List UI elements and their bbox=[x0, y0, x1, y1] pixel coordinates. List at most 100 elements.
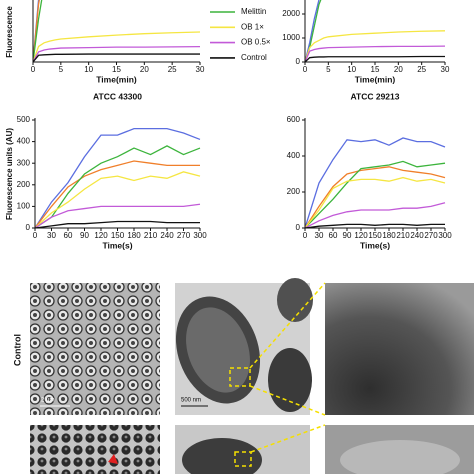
x-tick-label: 0 bbox=[303, 231, 308, 240]
legend-label: Melittin bbox=[241, 7, 266, 16]
series-line bbox=[35, 145, 201, 228]
x-tick-label: 0 bbox=[303, 65, 308, 74]
series-line bbox=[35, 171, 201, 228]
scale-label: 2 μm bbox=[41, 398, 54, 404]
series-line bbox=[305, 0, 320, 62]
series-line bbox=[33, 0, 43, 62]
series-line bbox=[33, 53, 200, 62]
x-tick-label: 180 bbox=[127, 231, 141, 240]
x-tick-label: 25 bbox=[168, 65, 177, 74]
series-line bbox=[305, 0, 322, 62]
y-tick-label: 200 bbox=[17, 180, 31, 189]
series-line bbox=[305, 176, 446, 228]
zoom-detail bbox=[340, 440, 460, 474]
x-tick-label: 300 bbox=[193, 231, 207, 240]
x-tick-label: 150 bbox=[368, 231, 382, 240]
x-tick-label: 15 bbox=[371, 65, 380, 74]
x-tick-label: 30 bbox=[315, 231, 324, 240]
x-tick-label: 30 bbox=[47, 231, 56, 240]
series-line bbox=[35, 127, 201, 228]
series-line bbox=[305, 45, 446, 62]
row-label: Control bbox=[12, 334, 22, 366]
x-tick-label: 60 bbox=[329, 231, 338, 240]
series-line bbox=[35, 160, 200, 228]
x-tick-label: 15 bbox=[112, 65, 121, 74]
x-tick-label: 210 bbox=[144, 231, 158, 240]
x-tick-label: 30 bbox=[441, 65, 450, 74]
x-tick-label: 20 bbox=[394, 65, 403, 74]
legend-label: OB 0.5× bbox=[241, 38, 271, 47]
y-tick-label: 0 bbox=[296, 223, 301, 232]
series-line bbox=[305, 55, 445, 62]
chart-title: ATCC 29213 bbox=[351, 91, 400, 101]
chart: 0 1000 2000 0 5 10 15 20 25 30 Time(min) bbox=[282, 0, 450, 84]
x-tick-label: 0 bbox=[31, 65, 36, 74]
legend-label: OB 1× bbox=[241, 22, 264, 31]
cell bbox=[277, 278, 313, 322]
series-line bbox=[305, 202, 446, 228]
legend-label: Control bbox=[241, 53, 267, 62]
x-tick-label: 180 bbox=[382, 231, 396, 240]
micrograph bbox=[30, 283, 160, 415]
y-tick-label: 1000 bbox=[282, 33, 300, 42]
x-tick-label: 240 bbox=[410, 231, 424, 240]
series-line bbox=[33, 31, 201, 62]
x-axis-label: Time(s) bbox=[102, 240, 132, 250]
y-tick-label: 500 bbox=[17, 115, 31, 124]
x-tick-label: 120 bbox=[354, 231, 368, 240]
x-tick-label: 10 bbox=[84, 65, 93, 74]
chart-title: ATCC 43300 bbox=[93, 91, 142, 101]
x-tick-label: 20 bbox=[140, 65, 149, 74]
y-tick-label: 400 bbox=[17, 137, 31, 146]
cell bbox=[182, 438, 262, 474]
y-tick-label: 100 bbox=[17, 202, 31, 211]
x-tick-label: 60 bbox=[64, 231, 73, 240]
y-tick-label: 0 bbox=[26, 223, 31, 232]
y-tick-label: 2000 bbox=[282, 9, 300, 18]
x-axis-label: Time(s) bbox=[360, 240, 390, 250]
x-tick-label: 300 bbox=[438, 231, 452, 240]
zoom-guides bbox=[229, 282, 326, 467]
micrograph-panels: 2 μm 500 nm Control bbox=[12, 278, 474, 474]
series-line bbox=[35, 203, 201, 228]
scale-label: 500 nm bbox=[181, 398, 201, 404]
y-axis-label: Fluorescence units (AU) bbox=[5, 128, 14, 220]
y-tick-label: 0 bbox=[296, 57, 301, 66]
x-tick-label: 10 bbox=[347, 65, 356, 74]
series-line bbox=[305, 30, 446, 62]
x-tick-label: 25 bbox=[417, 65, 426, 74]
cell bbox=[186, 307, 250, 393]
arrow bbox=[108, 454, 118, 464]
x-tick-label: 270 bbox=[424, 231, 438, 240]
x-tick-label: 5 bbox=[59, 65, 64, 74]
series-line bbox=[33, 45, 201, 62]
x-tick-label: 210 bbox=[396, 231, 410, 240]
x-tick-label: 0 bbox=[33, 231, 38, 240]
series-line bbox=[35, 220, 200, 228]
series-line bbox=[305, 223, 445, 228]
x-tick-label: 240 bbox=[160, 231, 174, 240]
x-axis-label: Time(min) bbox=[96, 74, 137, 84]
micrograph bbox=[325, 283, 474, 415]
y-tick-label: 300 bbox=[17, 158, 31, 167]
series-line bbox=[33, 0, 40, 62]
micrograph bbox=[30, 425, 160, 474]
y-tick-label: 200 bbox=[287, 187, 301, 196]
cell bbox=[268, 348, 312, 412]
x-tick-label: 120 bbox=[94, 231, 108, 240]
x-tick-label: 90 bbox=[80, 231, 89, 240]
series-line bbox=[33, 0, 40, 62]
chart: 0 200 400 600 0 30 60 90 120 150 180 210 240 270 300 AT… bbox=[287, 91, 453, 250]
series-line bbox=[305, 160, 446, 228]
y-axis-label: Fluorescence bbox=[5, 6, 14, 58]
series-line bbox=[305, 137, 446, 228]
x-tick-label: 30 bbox=[196, 65, 205, 74]
x-tick-label: 5 bbox=[326, 65, 331, 74]
x-tick-label: 270 bbox=[177, 231, 191, 240]
x-axis-label: Time(min) bbox=[355, 74, 396, 84]
y-tick-label: 400 bbox=[287, 151, 301, 160]
chart: 0 5 10 15 20 25 30 Time(min) Fluorescence Melitti… bbox=[5, 0, 271, 84]
x-tick-label: 150 bbox=[111, 231, 125, 240]
x-tick-label: 90 bbox=[343, 231, 352, 240]
